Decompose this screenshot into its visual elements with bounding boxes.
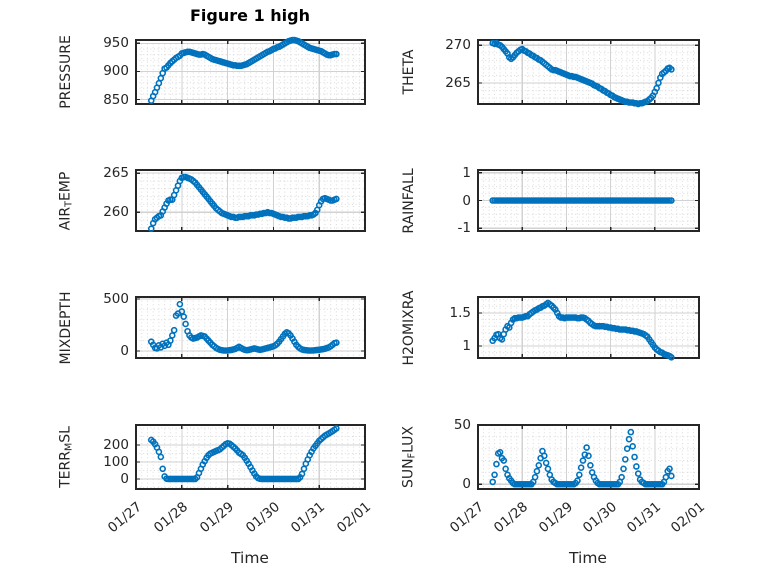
subplot-terr-msl	[135, 424, 366, 490]
ylabel-part: F	[406, 452, 418, 459]
xtick-right-02-01: 02/01	[668, 498, 709, 537]
x-axis-label-left: Time	[231, 549, 269, 567]
xtick-left-01-27: 01/27	[105, 498, 146, 537]
pressure-ytick-950: 950	[103, 35, 129, 52]
figure-title: Figure 1 high	[190, 6, 310, 25]
xtick-left-01-29: 01/29	[196, 498, 237, 537]
subplot-sun-flux	[477, 424, 700, 490]
subplot-mixdepth	[135, 296, 366, 359]
xtick-left-02-01: 02/01	[334, 498, 375, 537]
theta-ytick-265: 265	[445, 74, 471, 91]
ylabel-part: H2OMIXRA	[401, 290, 417, 365]
sun_flux-ytick-0: 0	[462, 476, 471, 493]
xtick-left-01-31: 01/31	[288, 498, 329, 537]
mixdepth-axis-label: MIXDEPTH	[58, 291, 74, 364]
xtick-left-01-28: 01/28	[150, 498, 191, 537]
subplot-pressure	[135, 36, 366, 105]
xtick-left-01-30: 01/30	[242, 498, 283, 537]
ylabel-part: MIXDEPTH	[58, 291, 74, 364]
mixdepth-ytick-0: 0	[120, 343, 129, 360]
air_temp-ytick-260: 260	[103, 204, 129, 221]
xtick-right-01-29: 01/29	[535, 498, 576, 537]
ylabel-part: TERR	[57, 451, 74, 488]
subplot-theta	[477, 39, 700, 108]
xtick-right-01-30: 01/30	[579, 498, 620, 537]
h2omixra-axis-label: H2OMIXRA	[401, 290, 417, 365]
terr_msl-ytick-100: 100	[103, 454, 129, 470]
pressure-axis-label: PRESSURE	[58, 35, 74, 109]
mixdepth-ytick-500: 500	[103, 290, 129, 307]
subplot-h2omixra	[477, 296, 700, 361]
rainfall-ytick--1: -1	[457, 220, 471, 237]
terr-msl-axis-label: TERRMSL	[57, 426, 74, 488]
air-temp-axis-label: AIRTEMP	[57, 171, 74, 230]
theta-ytick-270: 270	[445, 37, 471, 54]
rainfall-axis-label: RAINFALL	[401, 168, 417, 233]
x-axis-label-right: Time	[569, 549, 607, 567]
ylabel-part: M	[63, 442, 75, 452]
ylabel-part: AIR	[57, 206, 74, 230]
xtick-right-01-27: 01/27	[447, 498, 488, 537]
ylabel-part: PRESSURE	[58, 35, 74, 109]
sun-flux-axis-label: SUNFLUX	[400, 426, 417, 488]
ylabel-part: THETA	[401, 49, 417, 95]
h2omixra-ytick-1.5: 1.5	[449, 304, 471, 321]
pressure-ytick-850: 850	[103, 91, 129, 108]
air_temp-ytick-265: 265	[103, 165, 129, 182]
ylabel-part: T	[63, 200, 75, 207]
ylabel-part: EMP	[57, 171, 74, 201]
sun_flux-ytick-50: 50	[453, 417, 471, 433]
ylabel-part: SUN	[400, 458, 417, 489]
ylabel-part: LUX	[400, 425, 417, 453]
xtick-right-01-28: 01/28	[491, 498, 532, 537]
terr_msl-ytick-200: 200	[103, 437, 129, 454]
theta-axis-label: THETA	[401, 50, 417, 95]
pressure-ytick-900: 900	[103, 63, 129, 80]
subplot-rainfall	[477, 169, 700, 232]
ylabel-part: SL	[57, 426, 74, 443]
rainfall-ytick-0: 0	[462, 192, 471, 209]
subplot-air-temp	[135, 169, 366, 232]
terr_msl-ytick-0: 0	[120, 470, 129, 487]
rainfall-ytick-1: 1	[462, 164, 471, 181]
xtick-right-01-31: 01/31	[623, 498, 664, 537]
h2omixra-ytick-1: 1	[462, 338, 471, 355]
ylabel-part: RAINFALL	[401, 167, 417, 234]
